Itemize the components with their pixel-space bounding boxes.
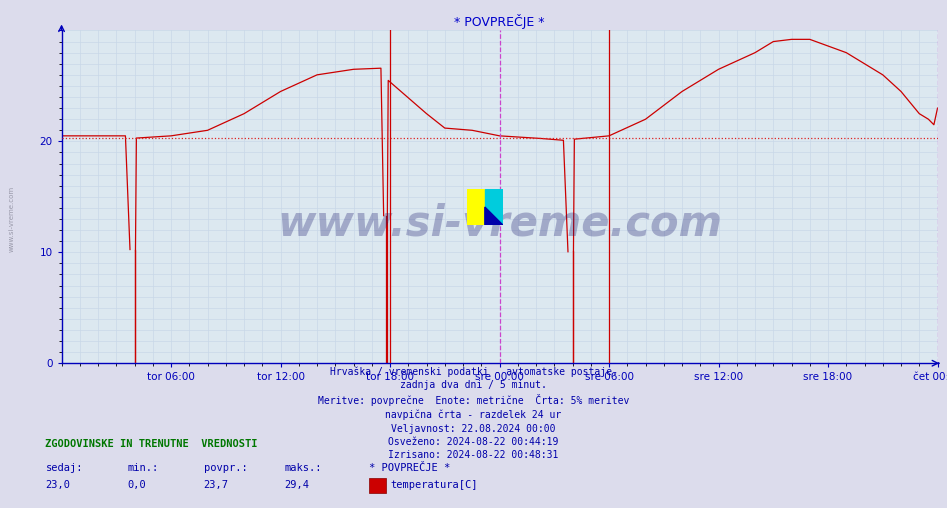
Text: temperatura[C]: temperatura[C]: [390, 480, 477, 490]
Text: 23,7: 23,7: [204, 480, 228, 490]
Polygon shape: [485, 189, 503, 225]
Text: 0,0: 0,0: [128, 480, 147, 490]
Text: Hrvaška / vremenski podatki - avtomatske postaje.
zadnja dva dni / 5 minut.
Meri: Hrvaška / vremenski podatki - avtomatske…: [318, 367, 629, 460]
Polygon shape: [467, 189, 485, 225]
Text: 23,0: 23,0: [45, 480, 70, 490]
Text: sedaj:: sedaj:: [45, 463, 83, 473]
Text: povpr.:: povpr.:: [204, 463, 247, 473]
Text: maks.:: maks.:: [284, 463, 322, 473]
Title: * POVPREČJE *: * POVPREČJE *: [455, 14, 545, 29]
Text: www.si-vreme.com: www.si-vreme.com: [277, 203, 722, 244]
Text: 29,4: 29,4: [284, 480, 309, 490]
Text: min.:: min.:: [128, 463, 159, 473]
Text: * POVPREČJE *: * POVPREČJE *: [369, 463, 451, 473]
Text: www.si-vreme.com: www.si-vreme.com: [9, 185, 14, 251]
Text: ZGODOVINSKE IN TRENUTNE  VREDNOSTI: ZGODOVINSKE IN TRENUTNE VREDNOSTI: [45, 439, 258, 450]
Polygon shape: [485, 207, 503, 225]
